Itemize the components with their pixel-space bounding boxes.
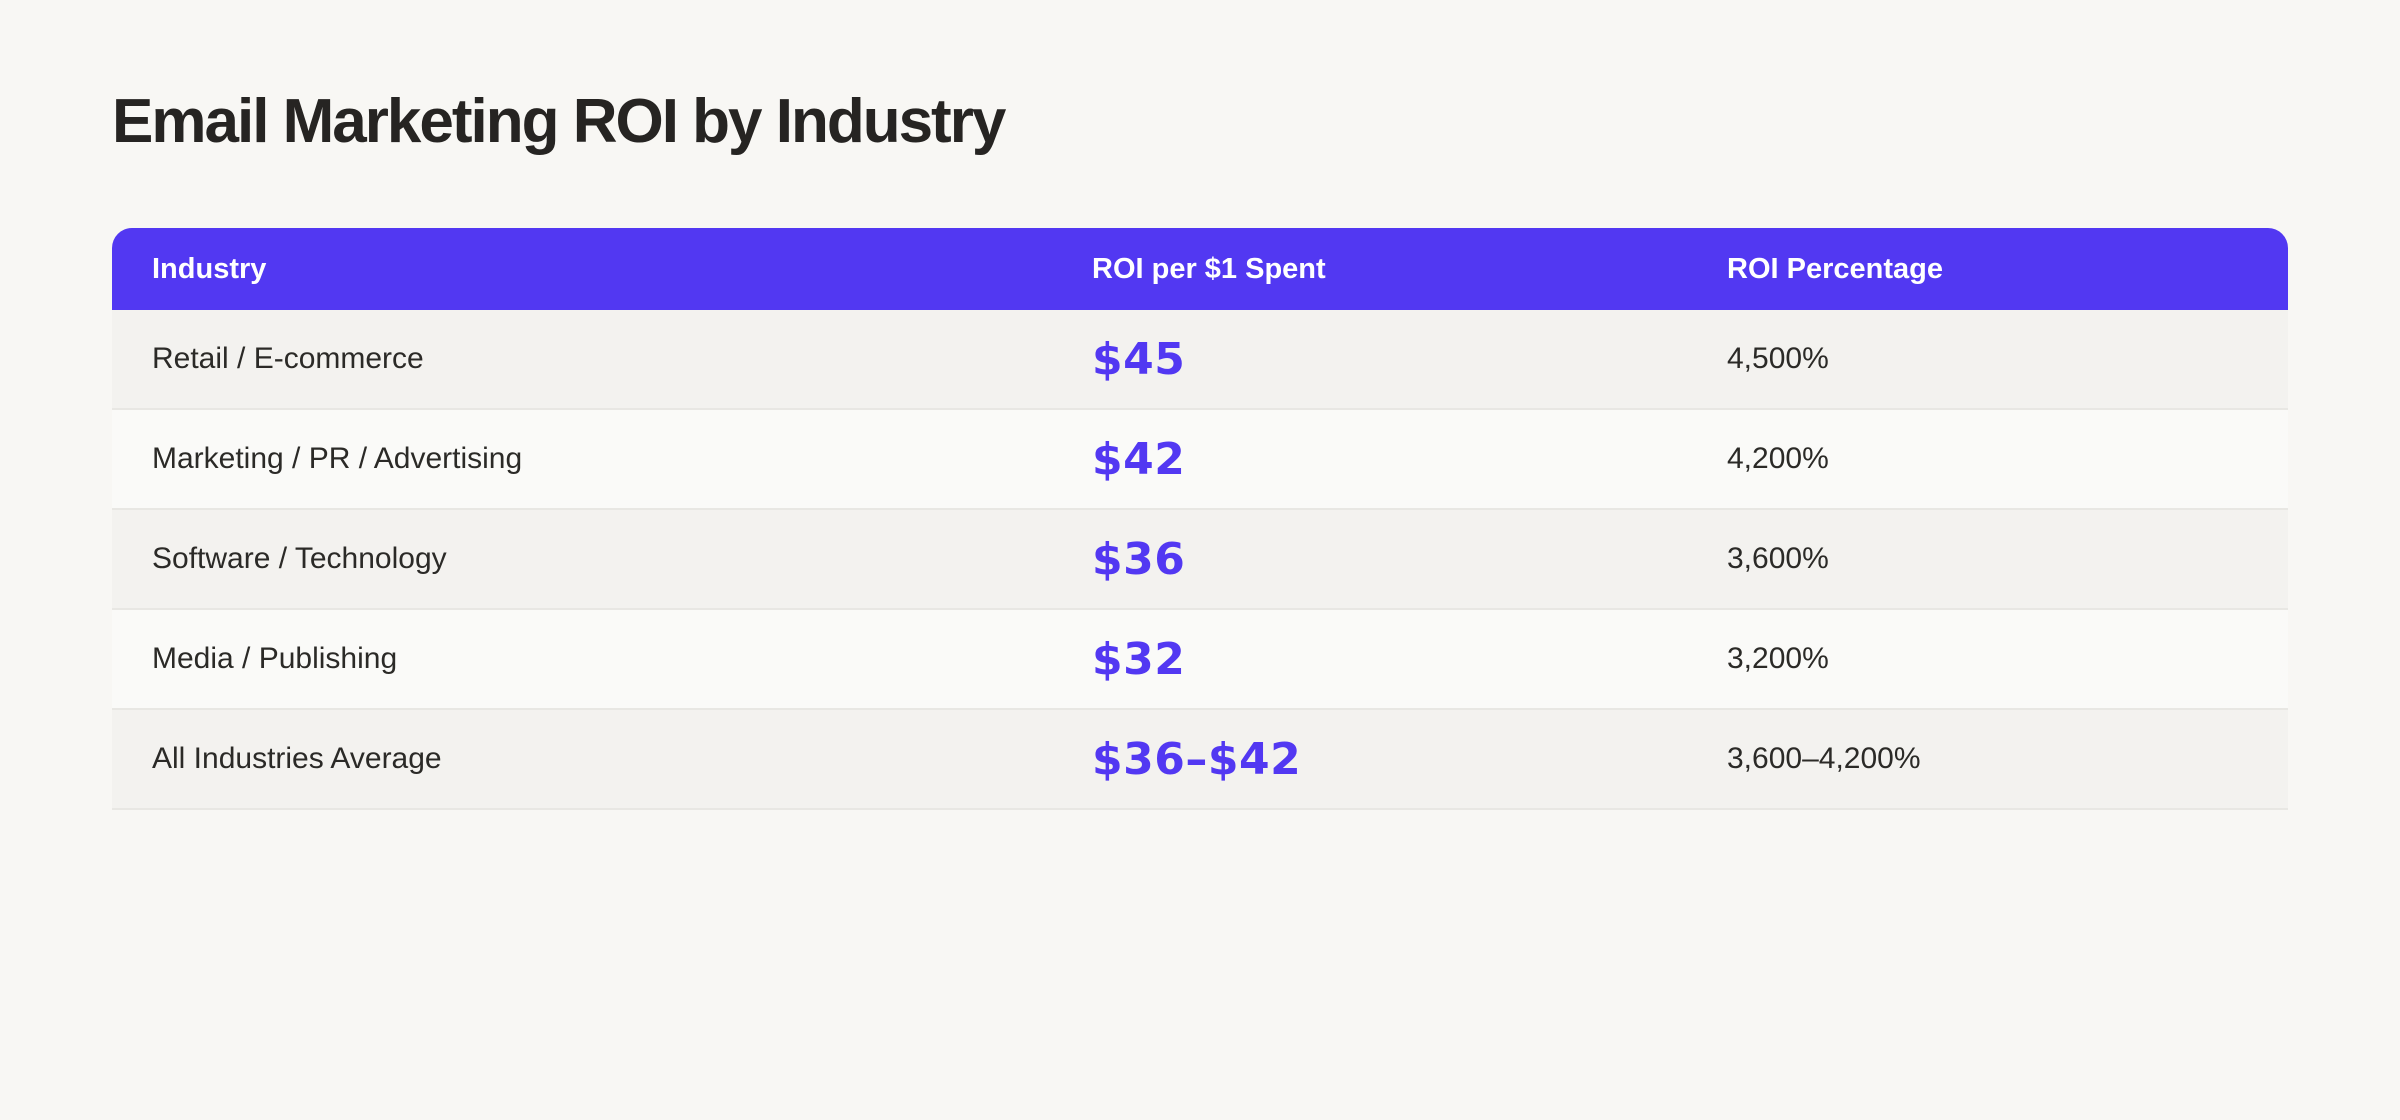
percentage-cell: 3,600–4,200%: [1727, 742, 1921, 776]
roi-cell: $42: [1092, 433, 1186, 485]
header-cell-industry: Industry: [152, 252, 267, 285]
page-title: Email Marketing ROI by Industry: [112, 87, 1006, 156]
industry-cell: Marketing / PR / Advertising: [152, 442, 523, 476]
industry-cell: Retail / E-commerce: [152, 342, 424, 376]
header-cell-roi: ROI per $1 Spent: [1092, 252, 1326, 285]
industry-cell: Media / Publishing: [152, 642, 398, 676]
roi-cell: $32: [1092, 633, 1186, 685]
percentage-cell: 3,200%: [1727, 642, 1829, 676]
roi-table: Industry ROI per $1 Spent ROI Percentage…: [112, 228, 2288, 811]
table-row: All Industries Average $36–$42 3,600–4,2…: [112, 710, 2288, 811]
percentage-cell: 4,200%: [1727, 442, 1829, 476]
header-cell-percentage: ROI Percentage: [1727, 252, 1943, 285]
table-row: Marketing / PR / Advertising $42 4,200%: [112, 410, 2288, 511]
percentage-cell: 3,600%: [1727, 542, 1829, 576]
percentage-cell: 4,500%: [1727, 342, 1829, 376]
industry-cell: Software / Technology: [152, 542, 447, 576]
table-row: Retail / E-commerce $45 4,500%: [112, 310, 2288, 411]
page-container: Email Marketing ROI by Industry Industry…: [112, 87, 2288, 811]
roi-cell: $36–$42: [1092, 733, 1302, 785]
industry-cell: All Industries Average: [152, 742, 442, 776]
table-row: Software / Technology $36 3,600%: [112, 510, 2288, 611]
roi-cell: $45: [1092, 333, 1186, 385]
roi-cell: $36: [1092, 533, 1186, 585]
table-row: Media / Publishing $32 3,200%: [112, 610, 2288, 711]
table-header-row: Industry ROI per $1 Spent ROI Percentage: [112, 228, 2288, 311]
